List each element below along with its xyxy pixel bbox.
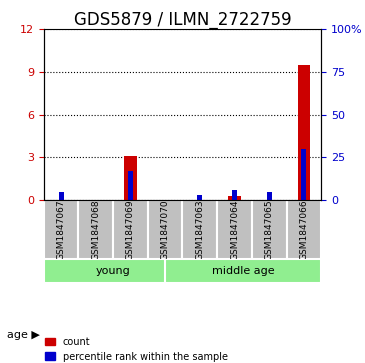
Bar [267,192,272,200]
Text: GSM1847065: GSM1847065 [265,199,274,260]
FancyBboxPatch shape [113,200,148,259]
Text: middle age: middle age [212,266,274,276]
Text: GSM1847069: GSM1847069 [126,199,135,260]
FancyBboxPatch shape [252,200,287,259]
Bar [128,171,133,200]
Text: young: young [96,266,131,276]
Bar [301,149,306,200]
Text: GSM1847063: GSM1847063 [195,199,204,260]
Text: GSM1847068: GSM1847068 [91,199,100,260]
FancyBboxPatch shape [148,200,182,259]
Text: GDS5879 / ILMN_2722759: GDS5879 / ILMN_2722759 [74,11,291,29]
Text: GSM1847067: GSM1847067 [57,199,66,260]
FancyBboxPatch shape [217,200,252,259]
FancyBboxPatch shape [287,200,321,259]
Text: GSM1847070: GSM1847070 [161,199,170,260]
Bar [197,195,202,200]
Text: age ▶: age ▶ [7,330,40,340]
Bar [124,156,137,200]
FancyBboxPatch shape [78,200,113,259]
Text: GSM1847064: GSM1847064 [230,199,239,260]
Bar [228,196,241,200]
FancyBboxPatch shape [44,259,182,283]
Bar [298,65,310,200]
FancyBboxPatch shape [44,200,78,259]
Bar [59,192,64,200]
Text: GSM1847066: GSM1847066 [299,199,308,260]
Bar [232,190,237,200]
FancyBboxPatch shape [165,259,321,283]
Legend: count, percentile rank within the sample: count, percentile rank within the sample [41,333,232,363]
FancyBboxPatch shape [182,200,217,259]
